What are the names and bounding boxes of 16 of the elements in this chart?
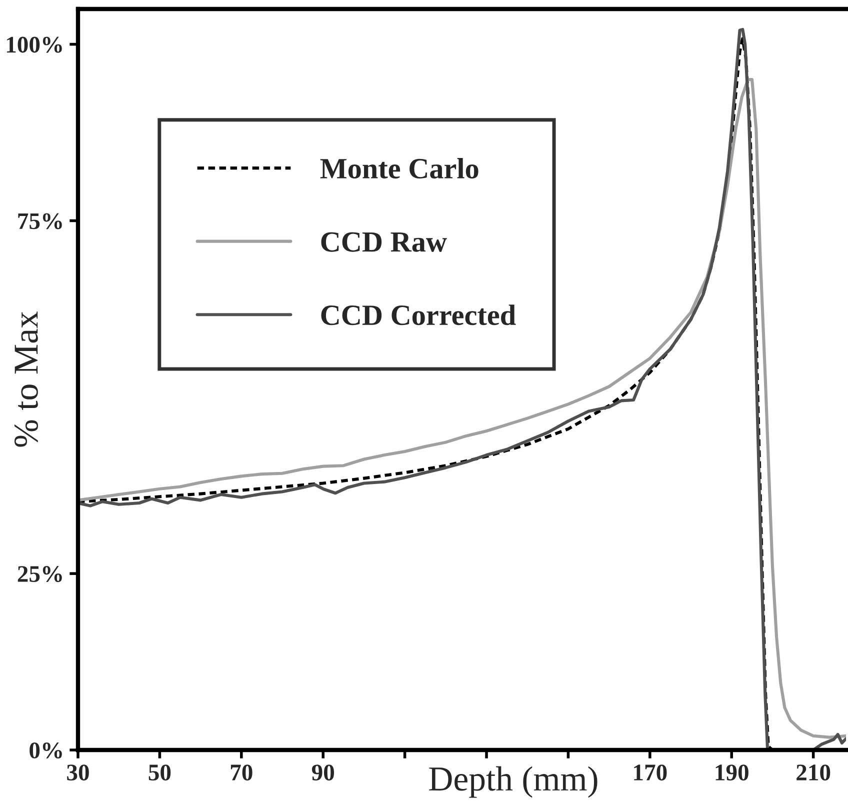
- legend-label: Monte Carlo: [320, 158, 478, 179]
- x-tick-label: 210: [796, 764, 830, 781]
- x-tick-label: 90: [312, 764, 334, 781]
- legend-label: CCD Raw: [321, 232, 447, 252]
- legend-label: CCD Corrected: [321, 304, 516, 326]
- x-tick-label: 50: [148, 764, 171, 781]
- y-tick-label: 100%: [6, 36, 62, 53]
- y-tick-label: 75%: [18, 213, 62, 230]
- x-tick-label: 70: [230, 764, 252, 781]
- x-tick-label: 190: [716, 764, 748, 781]
- x-tick-label: 30: [67, 764, 89, 781]
- y-tick-label: 0%: [30, 742, 62, 758]
- y-tick-label: 25%: [18, 566, 62, 582]
- y-axis-title: % to Max: [14, 311, 38, 447]
- x-tick-label: 170: [634, 764, 667, 781]
- x-axis-title: Depth (mm): [429, 766, 598, 798]
